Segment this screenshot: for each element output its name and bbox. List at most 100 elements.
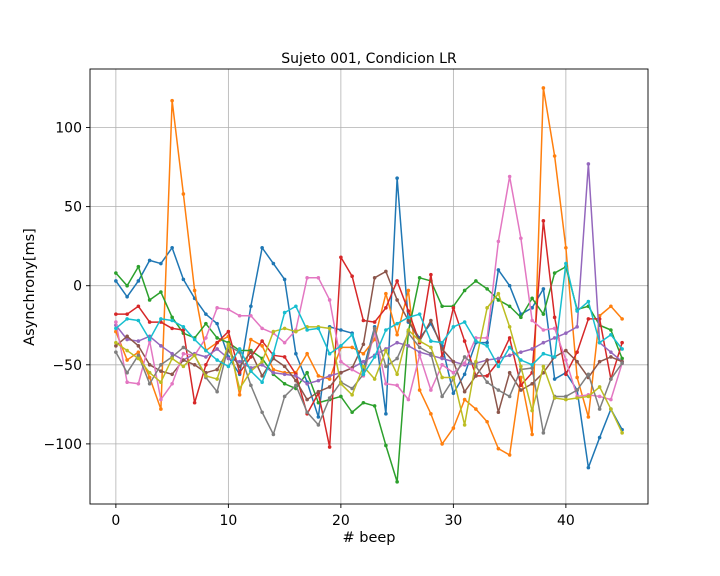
- data-point: [496, 359, 501, 364]
- data-point: [541, 340, 546, 345]
- data-point: [564, 331, 568, 335]
- data-point: [294, 304, 298, 309]
- data-point: [114, 312, 118, 316]
- data-point: [170, 318, 174, 323]
- data-point: [597, 394, 602, 399]
- data-point: [170, 315, 174, 320]
- data-point: [215, 389, 219, 394]
- data-point: [147, 298, 152, 302]
- data-point: [609, 304, 613, 309]
- data-point: [305, 351, 309, 356]
- data-point: [204, 321, 208, 326]
- data-point: [260, 380, 264, 385]
- data-point: [440, 347, 444, 351]
- data-point: [114, 340, 118, 345]
- data-point: [316, 400, 321, 405]
- data-point: [136, 279, 141, 283]
- data-point: [552, 377, 557, 381]
- data-point: [519, 350, 523, 354]
- data-point: [530, 381, 534, 386]
- data-point: [406, 397, 411, 402]
- data-point: [316, 423, 321, 427]
- data-point: [541, 351, 546, 356]
- x-tick-label: 40: [557, 513, 575, 529]
- data-point: [474, 407, 478, 411]
- data-point: [586, 465, 591, 470]
- data-point: [361, 351, 366, 356]
- data-point: [372, 377, 377, 381]
- data-point: [440, 304, 444, 309]
- data-point: [417, 353, 422, 358]
- data-point: [192, 353, 197, 358]
- data-point: [474, 279, 478, 283]
- data-point: [496, 268, 501, 272]
- data-point: [597, 407, 602, 411]
- data-point: [372, 276, 377, 280]
- y-tick-label: −50: [52, 358, 82, 374]
- data-point: [170, 98, 174, 103]
- data-point: [406, 318, 411, 323]
- data-point: [541, 328, 546, 332]
- data-point: [372, 326, 377, 331]
- data-point: [271, 432, 276, 437]
- data-point: [620, 356, 624, 361]
- data-point: [519, 315, 523, 320]
- data-point: [170, 245, 174, 250]
- data-point: [125, 317, 129, 321]
- data-point: [485, 419, 489, 424]
- series-line: [115, 87, 623, 456]
- data-point: [440, 363, 444, 367]
- y-tick-label: 100: [55, 121, 82, 137]
- data-point: [395, 332, 399, 337]
- data-point: [609, 355, 613, 359]
- data-point: [237, 347, 242, 351]
- data-point: [564, 397, 568, 402]
- data-point: [237, 393, 242, 397]
- data-point: [417, 339, 422, 343]
- data-point: [159, 261, 163, 266]
- data-point: [327, 385, 332, 389]
- data-point: [384, 269, 388, 274]
- data-point: [181, 345, 186, 350]
- data-point: [136, 350, 141, 354]
- data-point: [541, 431, 546, 435]
- data-point: [204, 348, 208, 353]
- data-point: [417, 350, 422, 354]
- data-point: [282, 381, 287, 386]
- data-point: [147, 363, 152, 367]
- data-point: [564, 245, 568, 250]
- data-point: [429, 351, 433, 356]
- data-point: [372, 404, 377, 408]
- data-point: [384, 381, 388, 386]
- data-point: [282, 372, 287, 377]
- data-point: [530, 347, 534, 351]
- data-point: [147, 258, 152, 263]
- data-point: [440, 356, 444, 361]
- y-tick-label: 50: [64, 200, 82, 216]
- data-point: [327, 374, 332, 378]
- data-point: [384, 443, 388, 448]
- data-point: [395, 480, 399, 484]
- data-point: [294, 351, 298, 356]
- data-point: [575, 359, 579, 364]
- data-point: [429, 318, 433, 323]
- data-point: [327, 377, 332, 381]
- series-line: [115, 270, 623, 413]
- data-point: [541, 219, 546, 223]
- data-point: [204, 363, 208, 367]
- data-point: [327, 298, 332, 302]
- data-point: [159, 407, 163, 411]
- data-point: [462, 372, 467, 377]
- data-point: [237, 386, 242, 391]
- data-point: [215, 377, 219, 381]
- data-point: [429, 412, 433, 416]
- data-point: [327, 396, 332, 400]
- data-point: [384, 364, 388, 369]
- data-point: [462, 389, 467, 394]
- data-point: [226, 329, 231, 334]
- data-point: [237, 370, 242, 375]
- data-point: [260, 344, 264, 348]
- series-line: [115, 292, 623, 434]
- data-point: [316, 415, 321, 419]
